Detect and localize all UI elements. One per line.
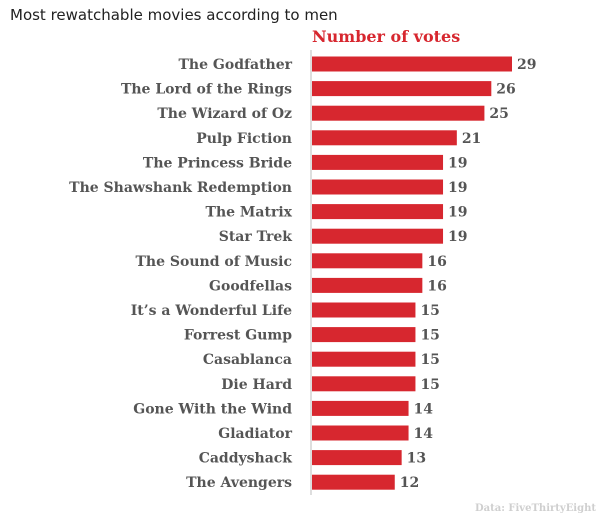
category-label: The Wizard of Oz <box>157 106 292 122</box>
bar <box>312 376 416 392</box>
bar-value-label: 26 <box>496 82 515 98</box>
category-label: Caddyshack <box>199 451 293 467</box>
bar-value-label: 19 <box>448 205 467 221</box>
category-label: The Princess Bride <box>143 155 292 171</box>
bar-value-label: 14 <box>414 426 434 442</box>
category-label: Pulp Fiction <box>196 131 292 147</box>
bar <box>312 425 409 441</box>
category-label: The Sound of Music <box>136 254 292 270</box>
bar-value-label: 14 <box>414 401 434 417</box>
bar <box>312 105 485 121</box>
category-label: The Lord of the Rings <box>121 82 292 98</box>
category-label: The Shawshank Redemption <box>69 180 292 196</box>
bar-value-label: 16 <box>427 254 446 270</box>
category-label: Gladiator <box>218 426 292 442</box>
bar <box>312 351 416 367</box>
category-label: Gone With the Wind <box>133 401 292 417</box>
bar <box>312 154 444 170</box>
category-label: Forrest Gump <box>184 328 292 344</box>
bar-value-label: 19 <box>448 229 467 245</box>
chart-title: Most rewatchable movies according to men <box>10 6 338 24</box>
bar-value-label: 29 <box>517 57 536 73</box>
bar-value-label: 19 <box>448 180 467 196</box>
bar <box>312 204 444 220</box>
bar-value-label: 13 <box>407 451 426 467</box>
category-label: Die Hard <box>221 377 292 393</box>
bar-value-label: 15 <box>420 303 439 319</box>
category-label: The Matrix <box>206 205 293 221</box>
bar-value-label: 21 <box>462 131 481 147</box>
bar <box>312 228 444 244</box>
series-title: Number of votes <box>312 27 460 46</box>
bar <box>312 81 492 97</box>
bar-value-label: 15 <box>420 328 439 344</box>
bar-value-label: 12 <box>400 475 419 491</box>
bar <box>312 302 416 318</box>
category-label: Goodfellas <box>209 278 292 294</box>
bars-group: The Godfather 29 The Lord of the Rings 26 Th… <box>69 56 536 491</box>
bar <box>312 327 416 343</box>
source-note: Data: FiveThirtyEight <box>474 503 596 514</box>
bar <box>312 400 409 416</box>
category-label: It’s a Wonderful Life <box>131 303 292 319</box>
bar-value-label: 19 <box>448 155 467 171</box>
bar <box>312 277 423 293</box>
bar <box>312 253 423 269</box>
bar <box>312 130 457 146</box>
bar-value-label: 25 <box>489 106 508 122</box>
bar-value-label: 16 <box>427 278 446 294</box>
bar <box>312 179 444 195</box>
category-label: Casablanca <box>203 352 292 368</box>
bar-value-label: 15 <box>420 352 439 368</box>
bar-value-label: 15 <box>420 377 439 393</box>
bar <box>312 56 512 72</box>
bar <box>312 450 402 466</box>
bar <box>312 474 395 490</box>
category-label: The Avengers <box>186 475 292 491</box>
category-label: The Godfather <box>179 57 293 73</box>
category-label: Star Trek <box>219 229 293 245</box>
